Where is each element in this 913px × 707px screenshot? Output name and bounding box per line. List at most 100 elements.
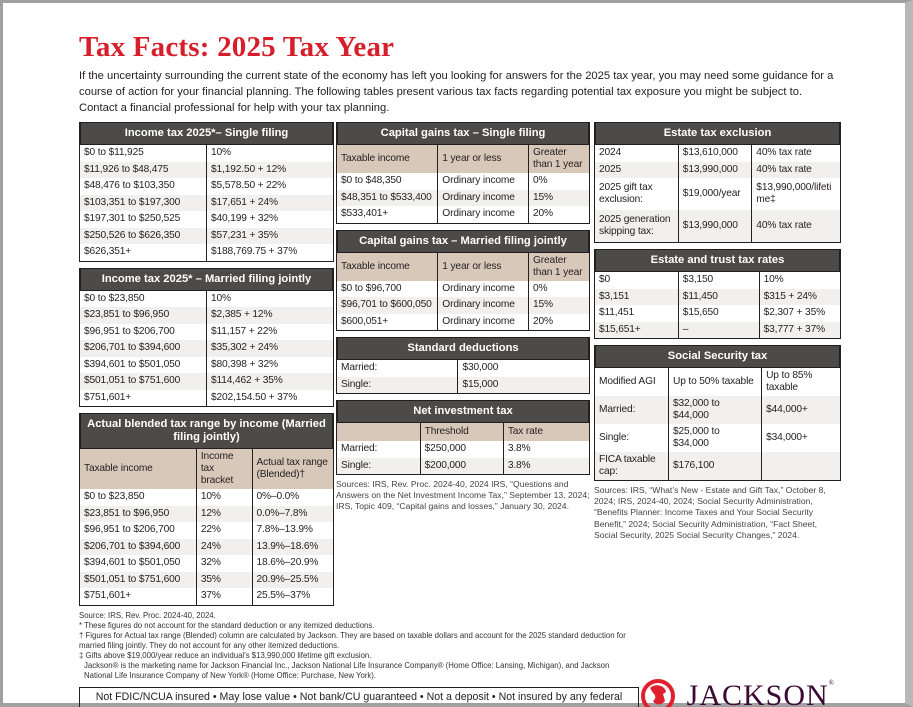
footnote: * These figures do not account for the s… — [79, 620, 375, 630]
table-cell: Up to 50% taxable — [667, 368, 763, 396]
table-cell: $17,651 + 24% — [206, 194, 333, 211]
table-social-security-tax: Social Security tax Modified AGI Up to 50%… — [594, 345, 841, 481]
table-row: $626,351+ $188,769.75 + 37% — [80, 244, 333, 261]
table-row: $96,951 to $206,700 22% 7.8%–13.9% — [80, 522, 333, 539]
table-row: $533,401+ Ordinary income 20% — [337, 206, 589, 223]
table-cell: 40% tax rate — [751, 145, 840, 162]
table-cell: Married: — [337, 360, 459, 377]
table-cell: $57,231 + 35% — [206, 227, 333, 244]
table-cell: 13.9%–18.6% — [251, 538, 333, 555]
table-cell: 25.5%–37% — [251, 588, 333, 605]
table-cell: $11,926 to $48,475 — [80, 161, 207, 178]
table-columns: Income tax 2025*– Single filing $0 to $11… — [79, 122, 841, 606]
table-cell: 2025 gift tax exclusion: — [595, 178, 679, 210]
table-cell: 2024 — [595, 145, 679, 162]
table-cell: Ordinary income — [437, 280, 530, 297]
data-table: Taxable income 1 year or less Greater than… — [337, 145, 589, 223]
column-header: Taxable income — [337, 252, 439, 281]
table-row: Single: $25,000 to $34,000 $34,000+ — [595, 424, 840, 452]
table-row: $206,701 to $394,600 $35,302 + 24% — [80, 340, 333, 357]
table-title: Estate tax exclusion — [595, 122, 840, 145]
column-header-row: Threshold Tax rate — [337, 423, 589, 441]
table-cell: 2025 — [595, 161, 679, 178]
table-row: $96,701 to $600,050 Ordinary income 15% — [337, 297, 589, 314]
data-table: $0 to $23,850 10% $23,851 to $96,950 $2,385… — [80, 290, 333, 406]
table-cell: $48,351 to $533,400 — [337, 189, 439, 206]
table-cell: $0 to $11,925 — [80, 145, 207, 162]
column-header: Taxable income — [337, 145, 439, 173]
table-title: Income tax 2025* – Married filing jointl… — [80, 267, 333, 291]
table-row: $48,476 to $103,350 $5,578.50 + 22% — [80, 178, 333, 195]
table-cell: $250,526 to $626,350 — [80, 227, 207, 244]
column-header — [337, 423, 421, 441]
table-row: $250,526 to $626,350 $57,231 + 35% — [80, 227, 333, 244]
table-cell: 2025 generation skipping tax: — [595, 210, 679, 242]
table-net-investment-tax: Net investment tax Threshold Tax rate Marri… — [336, 400, 590, 475]
table-cell: $32,000 to $44,000 — [667, 396, 763, 424]
disclaimer-box: Not FDIC/NCUA insured • May lose value •… — [79, 686, 639, 707]
table-cell: $30,000 — [457, 360, 589, 377]
table-cell: 0.0%–7.8% — [251, 505, 333, 522]
table-row: $23,851 to $96,950 12% 0.0%–7.8% — [80, 505, 333, 522]
table-row: $751,601+ $202,154.50 + 37% — [80, 389, 333, 406]
table-cell: $0 to $23,850 — [80, 489, 197, 506]
table-cell: $13,610,000 — [677, 145, 753, 162]
table-cell: $600,051+ — [337, 313, 439, 330]
table-cell: $5,578.50 + 22% — [206, 178, 333, 195]
table-cell: 40% tax rate — [751, 161, 840, 178]
table-cell: Ordinary income — [437, 173, 530, 190]
table-cell: FICA taxable cap: — [595, 452, 669, 480]
table-cell: $23,851 to $96,950 — [80, 307, 207, 324]
table-row: Married: $32,000 to $44,000 $44,000+ — [595, 396, 840, 424]
table-cell: Ordinary income — [437, 297, 530, 314]
data-table: Taxable income Income tax bracket Actual t… — [80, 449, 333, 605]
data-table: Modified AGI Up to 50% taxable Up to 85% t… — [595, 368, 840, 480]
footnote: Jackson® is the marketing name for Jacks… — [84, 660, 610, 680]
table-cell: $44,000+ — [761, 396, 840, 424]
table-row: $394,601 to $501,050 $80,398 + 32% — [80, 356, 333, 373]
table-cell: – — [677, 321, 760, 338]
horse-head-icon — [640, 678, 675, 707]
table-row: $0 to $23,850 10% — [80, 290, 333, 307]
sources-note: Sources: IRS, “What’s New - Estate and G… — [594, 485, 826, 540]
table-cell: $206,701 to $394,600 — [80, 340, 207, 357]
table-cell: $394,601 to $501,050 — [80, 555, 197, 572]
logo-text: JACKSON — [686, 678, 829, 707]
table-title: Income tax 2025*– Single filing — [80, 122, 333, 145]
data-table: Threshold Tax rate Married: $250,000 3.8% Sin… — [337, 423, 589, 474]
table-capital-gains-tax-married-filing-jointly: Capital gains tax – Married filing joint… — [336, 229, 590, 331]
table-cell: $751,601+ — [80, 389, 207, 406]
table-cell: $114,462 + 35% — [206, 373, 333, 390]
table-cell: $1,192.50 + 12% — [206, 161, 333, 178]
table-cell: Single: — [337, 457, 421, 474]
table-title: Actual blended tax range by income (Marr… — [80, 413, 333, 449]
table-cell: $197,301 to $250,525 — [80, 211, 207, 228]
table-cell: $0 to $96,700 — [337, 280, 439, 297]
table-cell: 20% — [528, 206, 589, 223]
table-row: Married: $30,000 — [337, 360, 589, 377]
table-title: Capital gains tax – Married filing joint… — [337, 229, 589, 253]
column-header: Income tax bracket — [195, 449, 253, 489]
table-row: $0 to $48,350 Ordinary income 0% — [337, 173, 589, 190]
table-row: 2025 generation skipping tax: $13,990,000… — [595, 210, 840, 242]
table-cell: Modified AGI — [595, 368, 669, 396]
column-header-row: Taxable income 1 year or less Greater than… — [337, 145, 589, 173]
table-row: $751,601+ 37% 25.5%–37% — [80, 588, 333, 605]
table-cell: $2,307 + 35% — [758, 305, 840, 322]
table-cell: $202,154.50 + 37% — [206, 389, 333, 406]
table-row: Single: $200,000 3.8% — [337, 457, 589, 474]
table-title: Social Security tax — [595, 345, 840, 368]
table-cell: $533,401+ — [337, 206, 439, 223]
table-cell: $3,777 + 37% — [758, 321, 840, 338]
table-cell: Single: — [337, 376, 459, 393]
table-cell: Up to 85% taxable — [761, 368, 840, 396]
table-cell: 20% — [528, 313, 589, 330]
table-cell: $3,151 — [595, 288, 679, 305]
table-title: Standard deductions — [337, 337, 589, 360]
table-cell: $13,990,000 — [677, 210, 753, 242]
table-cell: $35,302 + 24% — [206, 340, 333, 357]
table-estate-tax-exclusion: Estate tax exclusion 2024 $13,610,000 40% t… — [594, 122, 841, 243]
table-cell: $394,601 to $501,050 — [80, 356, 207, 373]
table-cell: $3,150 — [677, 272, 760, 289]
footnote: Source: IRS, Rev. Proc. 2024-40, 2024. — [79, 610, 216, 620]
